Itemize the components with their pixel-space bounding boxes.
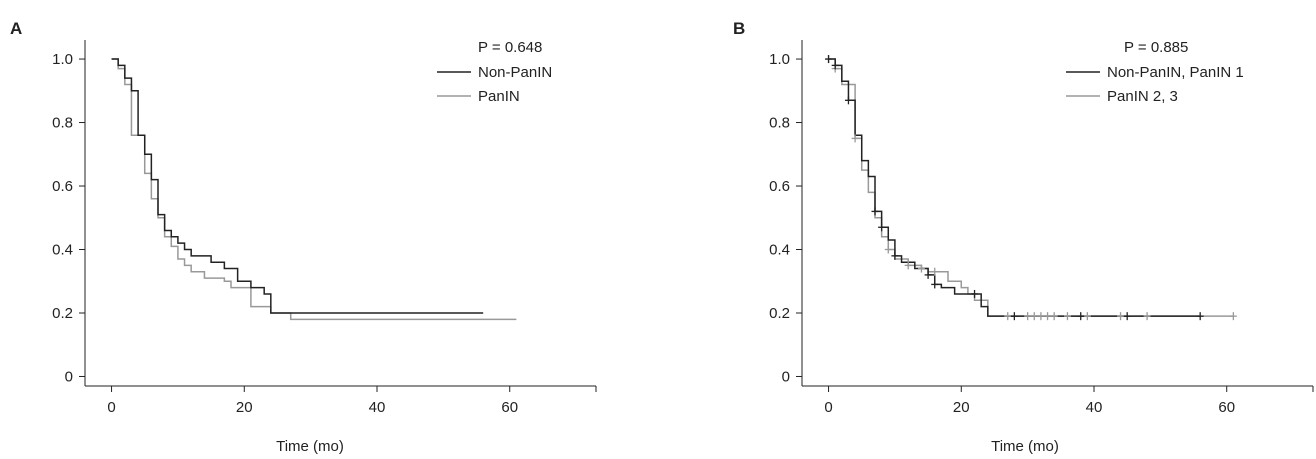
- panel-b-legend-label-0: Non-PanIN, PanIN 1: [1107, 64, 1244, 81]
- panel-a-y-tick-label: 0: [65, 368, 73, 385]
- panel-b-x-ticks: 0 20 40 60: [824, 386, 1314, 416]
- panel-b-legend: P = 0.885 Non-PanIN, PanIN 1 PanIN 2, 3: [1066, 39, 1244, 105]
- panel-b-censor-marks: [825, 55, 1237, 321]
- panel-a-curve-0: [111, 58, 484, 314]
- panel-a-legend-label-1: PanIN: [478, 88, 520, 105]
- panel-a: A 0 0.2 0.4 0.6 0.8 1.0 0 20 40 60 Time (mo) P =…: [10, 19, 597, 455]
- panel-a-y-tick-label: 0.4: [52, 242, 73, 259]
- panel-b: B 0 0.2 0.4 0.6 0.8 1.0 0 20 40 60 Time (mo) P =…: [733, 19, 1314, 455]
- panel-a-y-tick-label: 1.0: [52, 51, 73, 68]
- panel-a-y-ticks: 0 0.2 0.4 0.6 0.8 1.0: [52, 51, 85, 385]
- panel-b-y-tick-label: 1.0: [769, 51, 790, 68]
- panel-a-p-value: P = 0.648: [478, 39, 542, 56]
- panel-b-x-tick-label: 40: [1086, 399, 1103, 416]
- panel-b-y-tick-label: 0.2: [769, 305, 790, 322]
- panel-a-x-ticks: 0 20 40 60: [107, 386, 597, 416]
- panel-a-x-tick-label: 40: [369, 399, 386, 416]
- panel-b-label: B: [733, 19, 745, 38]
- panel-a-x-tick-label: 20: [236, 399, 253, 416]
- panel-a-x-tick-label: 0: [107, 399, 115, 416]
- panel-a-label: A: [10, 19, 22, 38]
- panel-a-curves: [111, 58, 517, 321]
- panel-b-x-axis-title: Time (mo): [991, 438, 1059, 455]
- panel-b-y-tick-label: 0: [782, 368, 790, 385]
- panel-a-y-tick-label: 0.2: [52, 305, 73, 322]
- panel-b-y-tick-label: 0.8: [769, 115, 790, 132]
- panel-b-p-value: P = 0.885: [1124, 39, 1188, 56]
- panel-a-legend-label-0: Non-PanIN: [478, 64, 552, 81]
- panel-a-y-tick-label: 0.6: [52, 178, 73, 195]
- panel-b-legend-label-1: PanIN 2, 3: [1107, 88, 1178, 105]
- panel-b-y-ticks: 0 0.2 0.4 0.6 0.8 1.0: [769, 51, 802, 385]
- panel-b-x-tick-label: 60: [1218, 399, 1235, 416]
- panel-b-x-tick-label: 0: [824, 399, 832, 416]
- panel-a-curve-1: [111, 58, 517, 321]
- panel-b-y-tick-label: 0.4: [769, 242, 790, 259]
- panel-a-legend: P = 0.648 Non-PanIN PanIN: [437, 39, 552, 105]
- panel-b-x-tick-label: 20: [953, 399, 970, 416]
- panel-b-y-tick-label: 0.6: [769, 178, 790, 195]
- panel-a-y-tick-label: 0.8: [52, 115, 73, 132]
- panel-a-x-axis-title: Time (mo): [276, 438, 344, 455]
- panel-a-x-tick-label: 60: [501, 399, 518, 416]
